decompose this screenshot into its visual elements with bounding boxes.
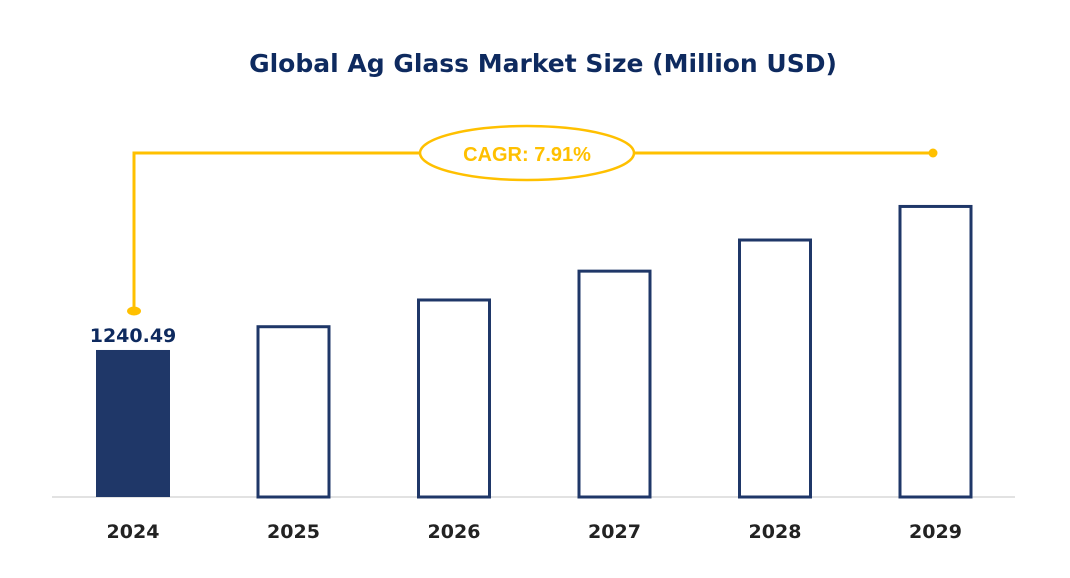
x-tick-label: 2024 <box>107 521 160 543</box>
x-tick-label: 2027 <box>588 521 641 543</box>
bar-2024 <box>96 349 170 497</box>
cagr-end-dot <box>928 148 938 158</box>
bar-2029 <box>898 204 973 499</box>
data-label: 1240.49 <box>90 325 177 347</box>
cagr-start-dot <box>127 306 141 316</box>
cagr-connector-left <box>132 151 420 311</box>
bar-2025 <box>256 325 331 499</box>
cagr-annotation: CAGR: 7.91% <box>127 124 938 316</box>
chart-title: Global Ag Glass Market Size (Million USD… <box>249 49 837 78</box>
x-tick-label: 2028 <box>749 521 802 543</box>
cagr-label: CAGR: 7.91% <box>463 144 591 166</box>
bar-2028 <box>738 238 812 499</box>
x-tick-label: 2025 <box>267 521 320 543</box>
cagr-ellipse <box>418 124 636 182</box>
bar-2027 <box>577 269 652 499</box>
bar-2026 <box>417 298 491 499</box>
x-tick-label: 2029 <box>909 521 962 543</box>
x-tick-label: 2026 <box>428 521 481 543</box>
